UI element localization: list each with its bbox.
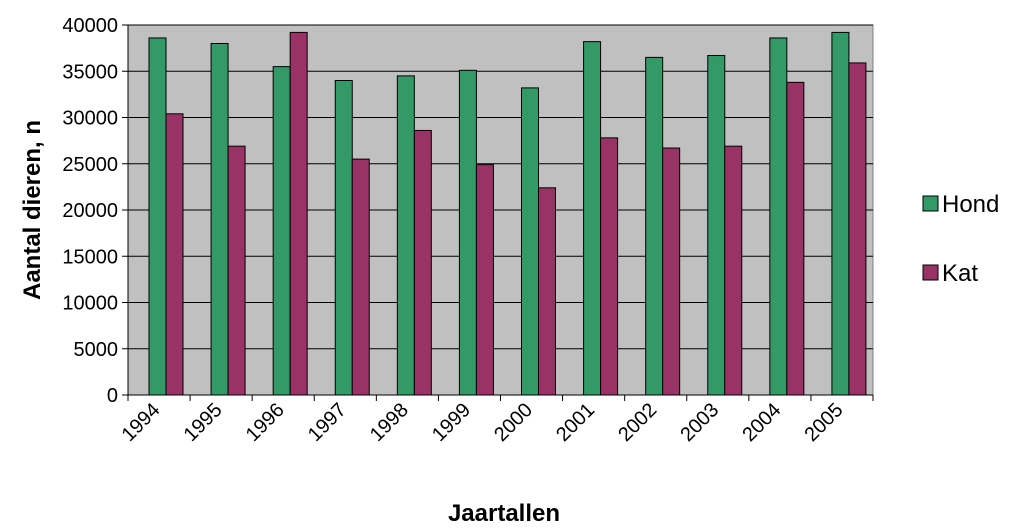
x-tick-label: 2002 <box>614 399 661 446</box>
bar-hond-2003 <box>707 55 726 396</box>
bar-kat-1996 <box>289 31 308 396</box>
legend-swatch-hond <box>922 195 939 212</box>
y-tick-label: 10000 <box>62 293 118 315</box>
y-axis-title: Aantal dieren, n <box>19 120 46 300</box>
bar-hond-1995 <box>210 43 229 396</box>
bar-kat-1995 <box>227 145 246 396</box>
bar-kat-1999 <box>475 164 494 396</box>
y-tick-label: 20000 <box>62 200 118 222</box>
legend: Hond Kat <box>922 191 999 287</box>
bar-hond-2004 <box>769 37 788 396</box>
bar-hond-2000 <box>521 87 539 396</box>
bar-kat-2005 <box>848 62 867 396</box>
x-tick-label: 2000 <box>490 399 537 446</box>
gridlines <box>128 24 873 350</box>
legend-label-kat: Kat <box>942 260 978 287</box>
x-tick-label: 1998 <box>366 399 413 446</box>
y-tick-label: 30000 <box>62 108 118 130</box>
bar-hond-1996 <box>272 66 291 396</box>
y-tick-label: 15000 <box>62 246 118 268</box>
bar-kat-2004 <box>786 81 805 396</box>
bars <box>148 31 867 396</box>
y-tick-label: 40000 <box>62 15 118 37</box>
bar-kat-1998 <box>413 129 432 396</box>
bar-kat-2000 <box>538 187 556 396</box>
y-tick-label: 25000 <box>62 154 118 176</box>
y-tick-label: 0 <box>107 385 118 407</box>
x-tick-label: 1994 <box>118 399 165 446</box>
bar-hond-1998 <box>396 75 415 396</box>
x-tick-label: 2001 <box>552 399 599 446</box>
bar-hond-1994 <box>148 37 167 396</box>
x-tick-label: 1999 <box>428 399 475 446</box>
x-tick-label: 2005 <box>800 399 847 446</box>
bar-kat-2002 <box>662 147 681 396</box>
bar-hond-2002 <box>645 56 664 396</box>
x-tick-label: 1995 <box>180 399 227 446</box>
bar-hond-1999 <box>458 69 477 396</box>
x-tick-label: 1997 <box>304 399 351 446</box>
x-tick-label: 2004 <box>738 399 785 446</box>
bar-kat-1994 <box>165 113 184 396</box>
bar-hond-2005 <box>831 31 850 396</box>
bar-hond-1997 <box>334 80 353 396</box>
bar-kat-1997 <box>351 158 370 396</box>
bar-hond-2001 <box>583 41 602 396</box>
x-axis-title: Jaartallen <box>448 500 560 527</box>
x-tick-label: 1996 <box>242 399 289 446</box>
y-tick-label: 35000 <box>62 61 118 83</box>
legend-swatch-kat <box>922 264 939 281</box>
axes <box>122 24 874 401</box>
legend-label-hond: Hond <box>942 191 999 218</box>
bar-kat-2003 <box>724 145 743 396</box>
y-tick-label: 5000 <box>74 339 119 361</box>
bar-kat-2001 <box>600 137 619 396</box>
x-tick-label: 2003 <box>676 399 723 446</box>
